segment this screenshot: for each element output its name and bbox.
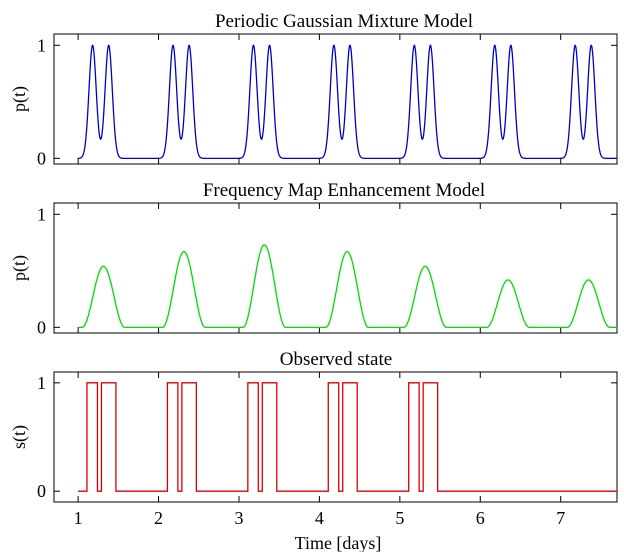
panel2-frame: [53, 202, 618, 334]
panel2-xticks: [77, 203, 562, 333]
y-tick-label: 0: [37, 148, 46, 168]
panel1-yticks: 01: [37, 35, 617, 168]
panel3-title: Observed state: [280, 349, 392, 370]
panel1-series-line: [78, 44, 617, 159]
panel1-title: Periodic Gaussian Mixture Model: [215, 11, 473, 32]
panel-frequency-map: Frequency Map Enhancement Model p(t) 01: [9, 180, 618, 337]
panel-gaussian-mixture: Periodic Gaussian Mixture Model p(t) 01: [9, 11, 618, 168]
y-tick-label: 0: [37, 317, 46, 337]
x-tick-label: 2: [154, 508, 163, 528]
x-tick-label: 3: [234, 508, 243, 528]
panel3-ylabel: s(t): [9, 425, 30, 449]
x-tick-label: 4: [315, 508, 324, 528]
x-tick-label: 1: [74, 508, 83, 528]
y-tick-label: 1: [37, 35, 46, 55]
panel3-series-line: [78, 382, 617, 492]
y-tick-label: 1: [37, 373, 46, 393]
y-tick-label: 1: [37, 204, 46, 224]
panel2-series-line: [78, 244, 617, 328]
panel2-ylabel: p(t): [9, 255, 30, 281]
panel3-yticks: 01: [37, 373, 617, 501]
panel3-xticks: 1 2 3 4 5 6 7: [74, 372, 565, 528]
panel1-ylabel: p(t): [9, 86, 30, 112]
x-tick-label: 7: [556, 508, 565, 528]
panel3-frame: [53, 371, 618, 503]
x-tick-label: 5: [395, 508, 404, 528]
y-tick-label: 0: [37, 481, 46, 501]
panel1-xticks: [77, 34, 562, 164]
x-axis-label: Time [days]: [295, 533, 382, 552]
panel2-yticks: 01: [37, 204, 617, 337]
panel1-frame: [53, 33, 618, 165]
x-tick-label: 6: [476, 508, 485, 528]
panel2-title: Frequency Map Enhancement Model: [203, 180, 485, 201]
